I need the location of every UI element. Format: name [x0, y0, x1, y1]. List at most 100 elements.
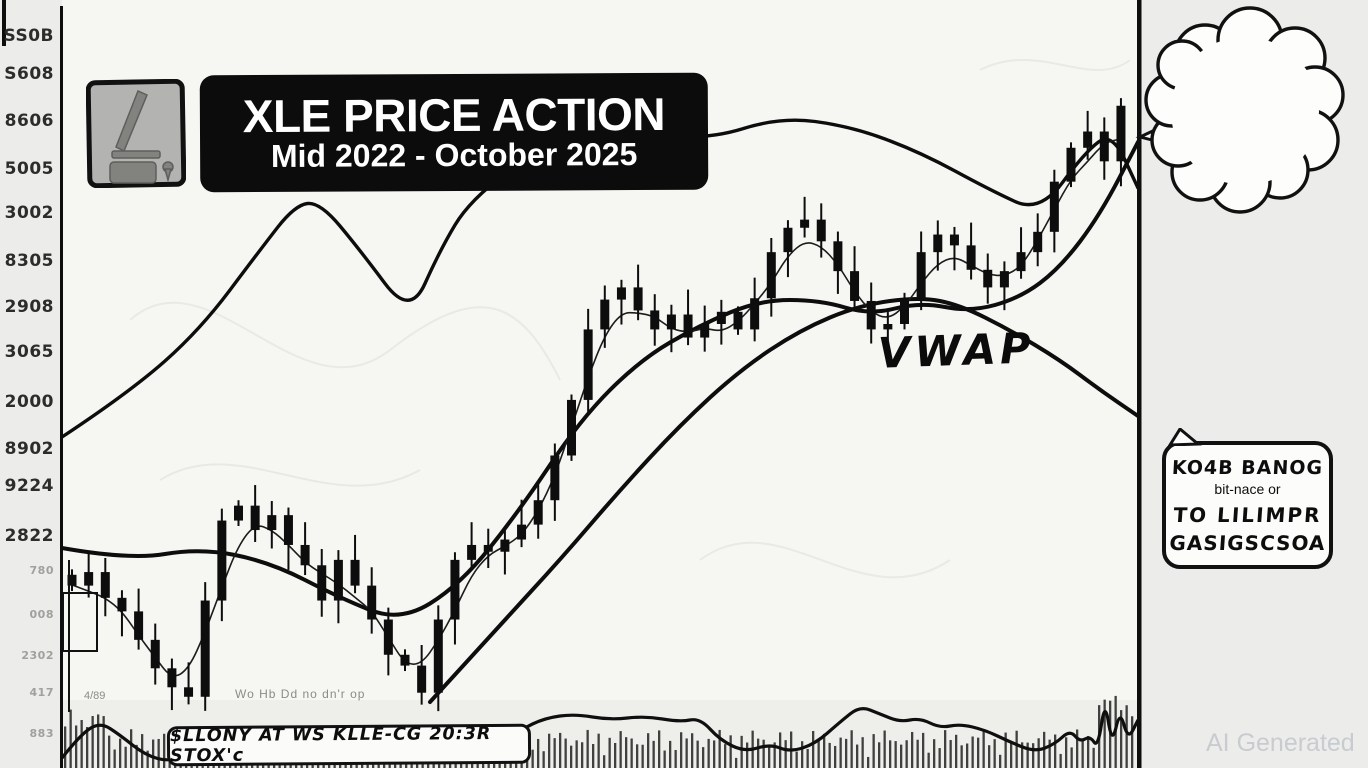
volume-bar	[157, 738, 160, 768]
volume-bar	[878, 742, 881, 768]
volume-bar	[548, 733, 551, 768]
volume-bar	[592, 744, 595, 768]
candlestick	[267, 515, 277, 531]
candlestick	[816, 219, 826, 242]
speech-line-1: KO4B BANOG	[1171, 457, 1324, 479]
candlestick	[1099, 131, 1109, 162]
volume-bar	[735, 757, 738, 768]
volume-bar	[1004, 732, 1007, 768]
volume-bar	[993, 739, 996, 768]
candlestick	[883, 324, 893, 330]
candlestick	[650, 310, 660, 330]
volume-bar	[658, 730, 661, 768]
volume-bar	[922, 732, 925, 768]
volume-bar	[674, 750, 677, 768]
volume-bar	[135, 744, 138, 768]
candlestick	[600, 299, 610, 330]
volume-bar	[97, 714, 100, 768]
volume-bar	[949, 740, 952, 768]
volume-bar	[894, 741, 897, 768]
candlestick	[200, 600, 210, 697]
volume-bar	[553, 738, 556, 768]
price-axis-label: 2302	[21, 649, 54, 662]
volume-bar	[102, 716, 105, 768]
volume-bar	[1120, 710, 1123, 768]
volume-bar	[614, 742, 617, 768]
vwap-label: VWAP	[877, 323, 1036, 378]
candlestick	[750, 298, 760, 330]
volume-bar	[1125, 705, 1128, 768]
price-axis-label: 5005	[4, 159, 54, 179]
candlestick	[500, 539, 510, 552]
volume-bar	[1010, 742, 1013, 768]
volume-bar	[91, 716, 94, 768]
volume-bar	[146, 750, 149, 768]
volume-bar	[883, 730, 886, 768]
price-axis-label: 883	[29, 727, 54, 740]
volume-bar	[845, 738, 848, 768]
candlestick	[250, 505, 260, 531]
candlestick	[700, 324, 710, 338]
volume-bar	[570, 745, 573, 768]
volume-bar	[817, 739, 820, 768]
volume-bar	[625, 737, 628, 768]
volume-bar	[999, 754, 1002, 768]
volume-bar	[575, 740, 578, 768]
volume-bar	[603, 755, 606, 768]
volume-bar	[1032, 743, 1035, 768]
candlestick	[134, 611, 144, 640]
volume-bar	[724, 744, 727, 768]
ghost-sketch-lines	[129, 59, 1131, 579]
volume-bar	[960, 745, 963, 768]
volume-bar	[586, 729, 589, 768]
volume-bar	[652, 740, 655, 768]
volume-bar	[768, 746, 771, 768]
volume-bar	[779, 732, 782, 768]
speech-line-3: TO LILIMPR	[1172, 503, 1323, 527]
speech-line-2: bit-nace or	[1214, 481, 1281, 497]
candlestick	[167, 668, 177, 688]
price-axis-label: 9224	[4, 476, 54, 496]
candlestick	[317, 565, 327, 601]
volume-bar	[1070, 747, 1073, 768]
candlestick	[1116, 105, 1126, 162]
candlestick	[1049, 181, 1059, 232]
volume-bar	[163, 733, 166, 768]
volume-bar	[982, 730, 985, 768]
volume-bar	[1037, 738, 1040, 768]
icon-hinge-bar	[111, 150, 161, 159]
volume-bar	[839, 737, 842, 768]
volume-bar	[856, 744, 859, 768]
candlestick	[217, 520, 227, 601]
candlestick	[533, 500, 543, 525]
icon-base	[109, 161, 157, 184]
chart-right-border	[1137, 0, 1142, 768]
volume-bar	[559, 732, 562, 768]
volume-bar	[581, 742, 584, 768]
volume-bar	[905, 740, 908, 768]
price-axis-label: SS0B	[3, 26, 54, 46]
volume-bar	[564, 738, 567, 768]
ai-generated-watermark: AI Generated	[1206, 729, 1355, 757]
candlestick	[100, 572, 110, 598]
volume-bar	[784, 740, 787, 768]
thought-bubble-cloud	[1135, 6, 1345, 214]
volume-bar	[1048, 739, 1051, 768]
price-axis-label: 3002	[4, 203, 54, 223]
volume-bar	[685, 738, 688, 768]
candlestick	[67, 574, 77, 586]
candlestick	[283, 515, 293, 545]
volume-bar	[971, 736, 974, 768]
candlestick	[716, 311, 726, 325]
candlestick	[1033, 231, 1043, 253]
volume-bar	[740, 735, 743, 768]
volume-bar	[867, 756, 870, 768]
volume-bar	[861, 737, 864, 768]
candlestick	[333, 559, 343, 601]
price-axis-label: 8902	[4, 439, 54, 459]
volume-bar	[850, 730, 853, 768]
price-axis-label: 2000	[4, 392, 54, 412]
candlestick	[966, 245, 976, 270]
candlestick	[866, 300, 876, 330]
